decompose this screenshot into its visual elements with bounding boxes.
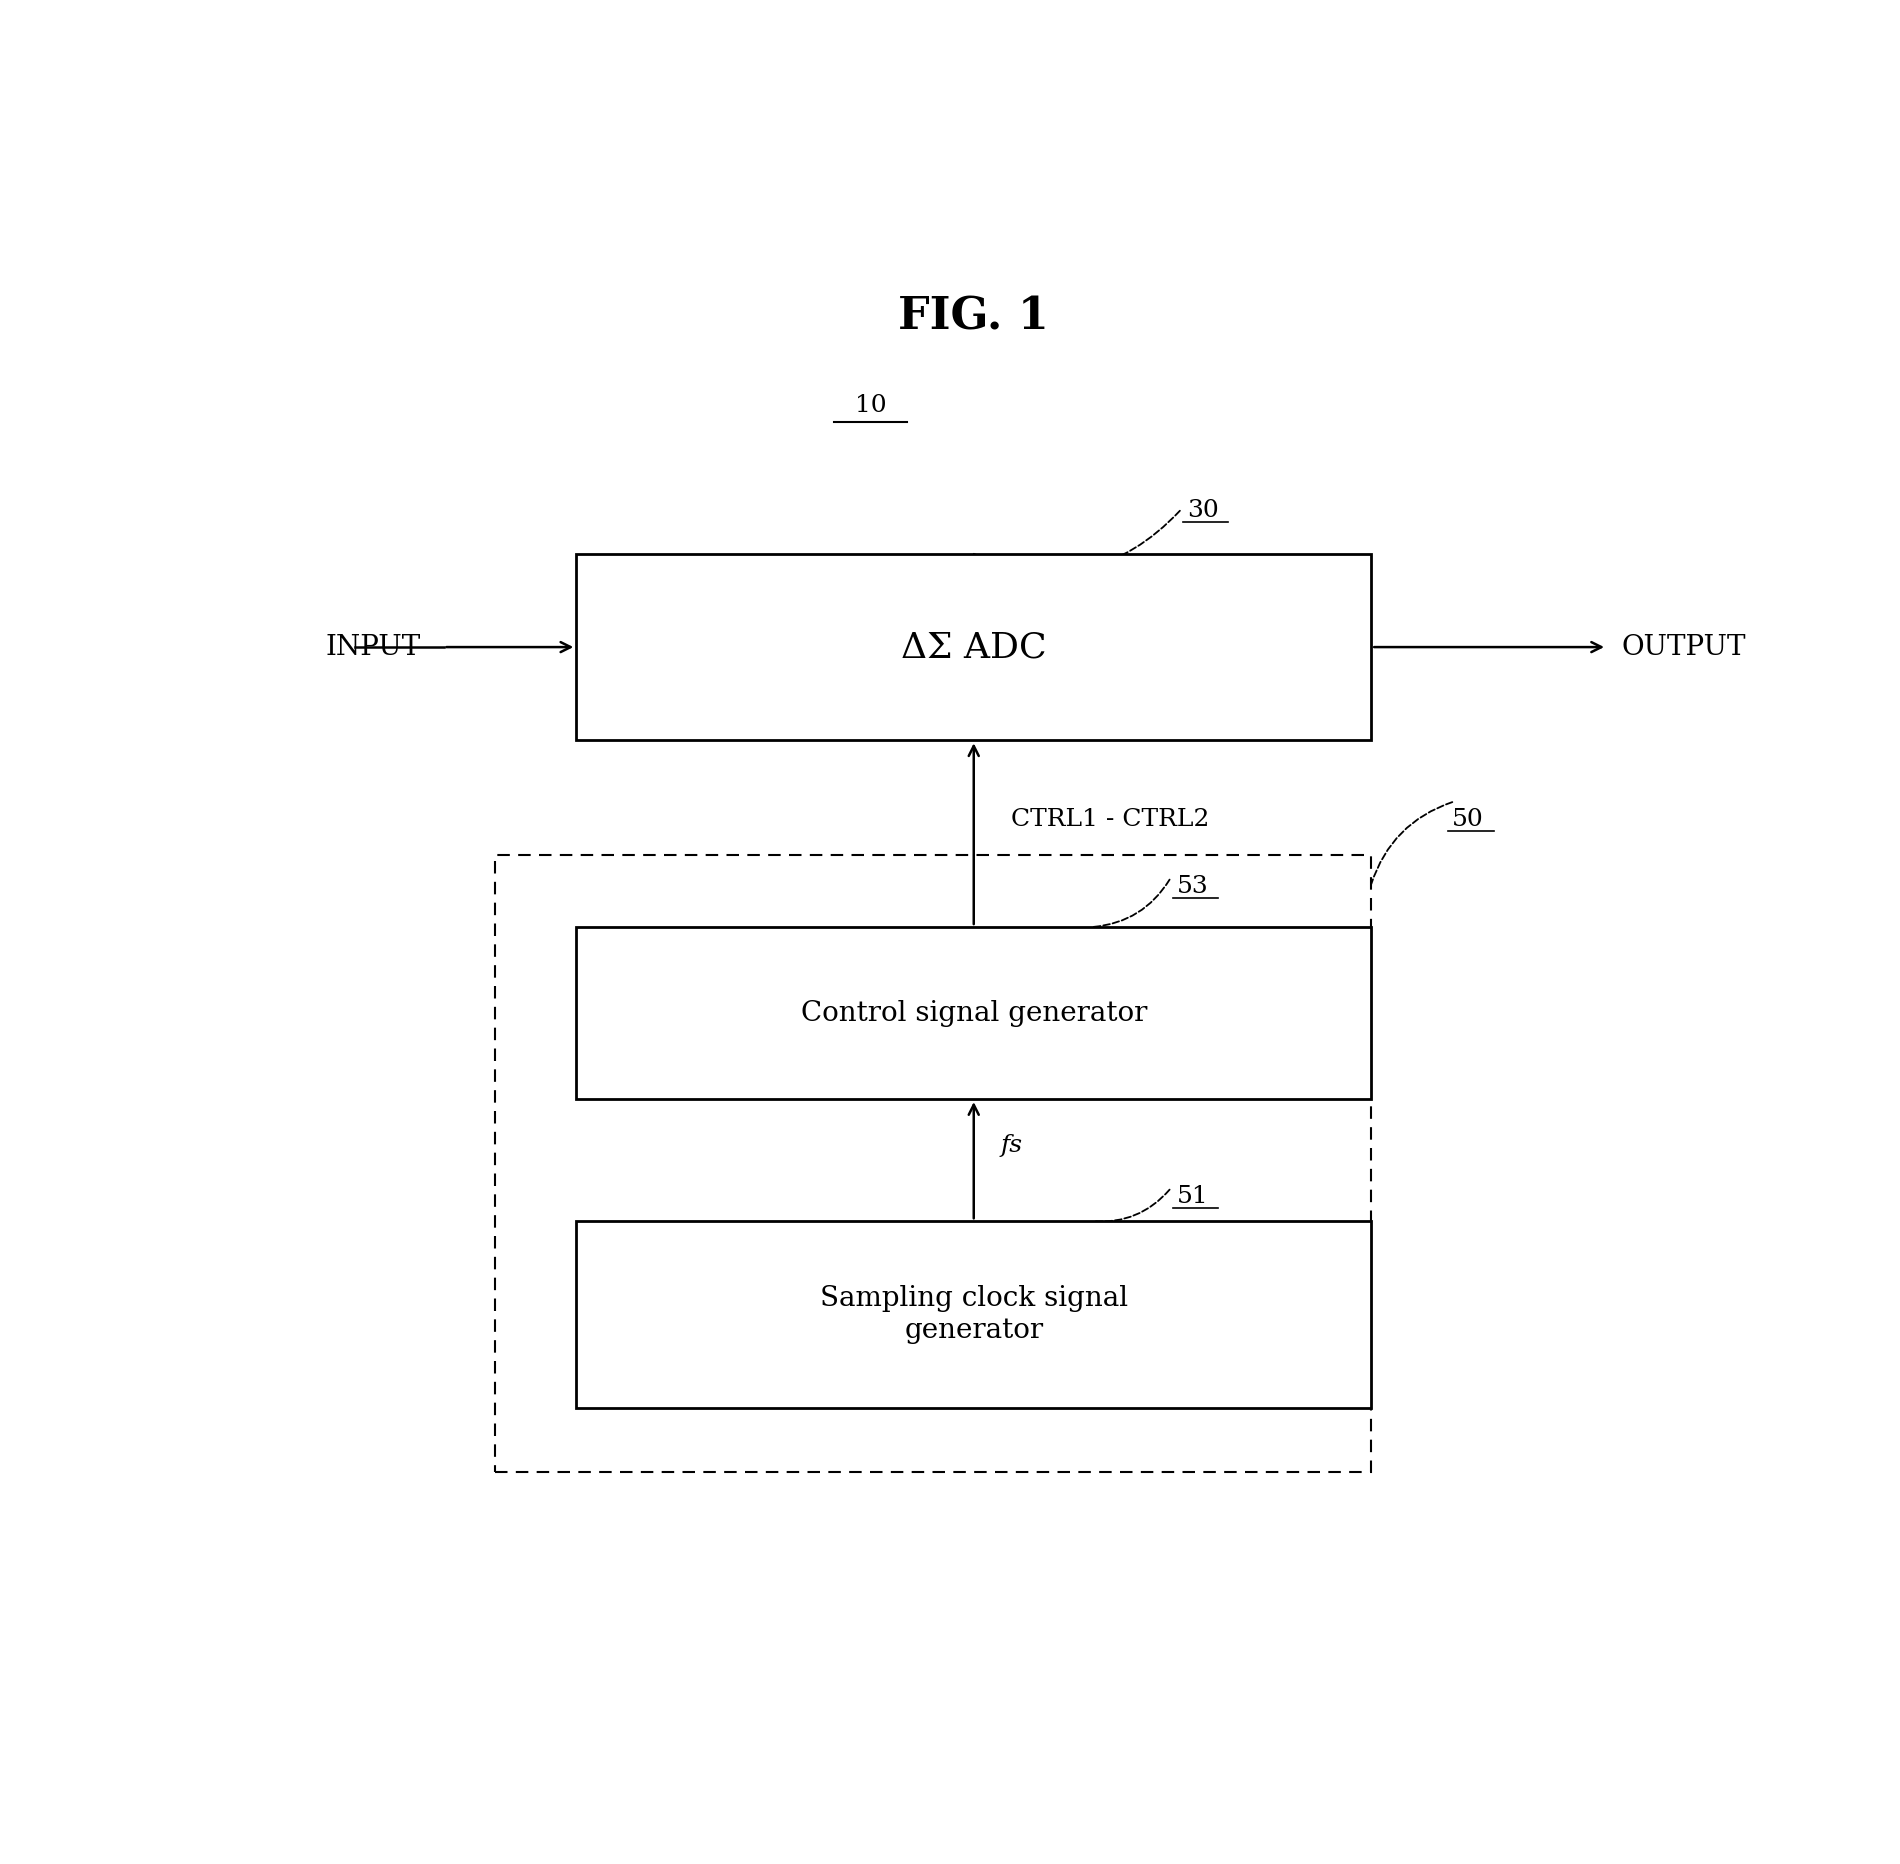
Bar <box>496 856 1372 1473</box>
Text: 50: 50 <box>1452 807 1484 831</box>
Text: fs: fs <box>999 1135 1022 1158</box>
Text: 53: 53 <box>1176 876 1208 898</box>
Text: CTRL1 - CTRL2: CTRL1 - CTRL2 <box>1011 807 1208 831</box>
Text: ΔΣ ADC: ΔΣ ADC <box>901 630 1047 664</box>
Text: INPUT: INPUT <box>327 634 422 660</box>
Text: Sampling clock signal
generator: Sampling clock signal generator <box>819 1286 1129 1344</box>
Text: 30: 30 <box>1188 500 1220 522</box>
Text: OUTPUT: OUTPUT <box>1623 634 1746 660</box>
Bar <box>576 554 1372 740</box>
Bar <box>576 1221 1372 1407</box>
Text: 51: 51 <box>1176 1186 1208 1208</box>
Text: Control signal generator: Control signal generator <box>800 999 1148 1027</box>
Text: FIG. 1: FIG. 1 <box>899 296 1049 339</box>
Text: 10: 10 <box>855 395 887 418</box>
Bar <box>576 926 1372 1100</box>
